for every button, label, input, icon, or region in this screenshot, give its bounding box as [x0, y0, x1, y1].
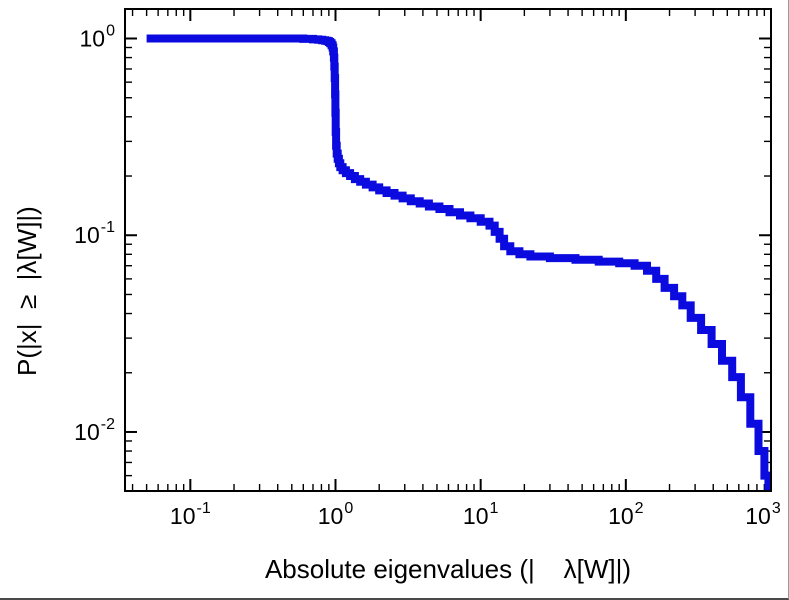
x-tick-label: 100: [318, 500, 354, 529]
axis-ticks: [125, 9, 772, 491]
plot-frame: [124, 8, 772, 492]
x-tick-label: 101: [463, 500, 499, 529]
y-axis-title: P(|x| ≥ |λ[W]|): [12, 206, 42, 376]
x-axis-title: Absolute eigenvalues (| λ[W]|): [264, 554, 632, 584]
y-tick-label: 10-1: [74, 219, 115, 248]
ccdf-line: [146, 34, 771, 491]
x-tick-label: 10-1: [170, 500, 211, 529]
y-tick-label: 100: [80, 23, 116, 52]
x-tick-label: 102: [608, 500, 644, 529]
x-tick-label: 103: [745, 500, 781, 529]
tick-labels: 10-1 100 101 102 103 100 10-1 10-2: [74, 23, 781, 529]
y-tick-label: 10-2: [74, 416, 115, 445]
